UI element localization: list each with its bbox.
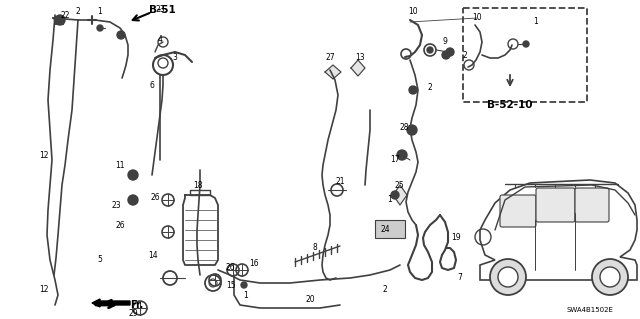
Text: 1: 1: [388, 196, 392, 204]
Text: 21: 21: [335, 177, 345, 187]
Circle shape: [446, 48, 454, 56]
Circle shape: [128, 170, 138, 180]
Text: 1: 1: [244, 292, 248, 300]
Text: 2: 2: [383, 286, 387, 294]
FancyBboxPatch shape: [575, 188, 609, 222]
Text: 19: 19: [451, 234, 461, 242]
Circle shape: [490, 259, 526, 295]
Text: 26: 26: [115, 220, 125, 229]
Text: Fr.: Fr.: [130, 300, 143, 310]
Circle shape: [397, 150, 407, 160]
FancyBboxPatch shape: [500, 195, 536, 227]
Polygon shape: [351, 60, 365, 76]
Text: 26: 26: [225, 263, 235, 272]
Circle shape: [523, 41, 529, 47]
Text: B-52-10: B-52-10: [487, 100, 532, 110]
Text: 23: 23: [155, 5, 165, 14]
Circle shape: [97, 25, 103, 31]
Text: 6: 6: [150, 80, 154, 90]
Circle shape: [241, 282, 247, 288]
Circle shape: [391, 191, 399, 199]
Circle shape: [117, 31, 125, 39]
Text: 26: 26: [150, 194, 160, 203]
Text: 5: 5: [97, 256, 102, 264]
Text: 2: 2: [463, 50, 467, 60]
Text: 23: 23: [111, 201, 121, 210]
Circle shape: [442, 51, 450, 59]
Text: 1: 1: [98, 8, 102, 17]
Circle shape: [55, 15, 65, 25]
Circle shape: [407, 125, 417, 135]
Text: 8: 8: [312, 243, 317, 253]
Circle shape: [498, 267, 518, 287]
Text: 29: 29: [128, 308, 138, 317]
Text: 27: 27: [325, 54, 335, 63]
Text: 15: 15: [226, 281, 236, 291]
Text: 24: 24: [380, 226, 390, 234]
Text: 20: 20: [305, 295, 315, 305]
Text: 7: 7: [458, 273, 463, 283]
Circle shape: [592, 259, 628, 295]
Circle shape: [409, 86, 417, 94]
Text: 17: 17: [390, 155, 400, 165]
Text: 9: 9: [443, 38, 447, 47]
Circle shape: [128, 195, 138, 205]
FancyBboxPatch shape: [536, 188, 575, 222]
FancyArrow shape: [92, 299, 130, 307]
Text: 2: 2: [76, 8, 81, 17]
Text: SWA4B1502E: SWA4B1502E: [566, 307, 613, 313]
Text: 18: 18: [193, 181, 203, 189]
Polygon shape: [325, 65, 341, 79]
Circle shape: [600, 267, 620, 287]
Text: 13: 13: [355, 54, 365, 63]
Text: B-51: B-51: [148, 5, 175, 15]
Text: 11: 11: [115, 160, 125, 169]
Text: 16: 16: [249, 258, 259, 268]
Text: 28: 28: [399, 122, 409, 131]
Text: 22: 22: [60, 11, 70, 19]
Text: 14: 14: [148, 250, 158, 259]
Text: 25: 25: [394, 181, 404, 189]
Text: 1: 1: [534, 18, 538, 26]
Text: 4: 4: [157, 35, 163, 44]
Text: 2: 2: [428, 83, 433, 92]
Text: 3: 3: [173, 54, 177, 63]
Polygon shape: [393, 185, 407, 205]
Text: 10: 10: [408, 8, 418, 17]
Text: 12: 12: [39, 151, 49, 160]
Bar: [375, 220, 405, 238]
Circle shape: [427, 47, 433, 53]
Text: 10: 10: [472, 13, 482, 23]
Text: 12: 12: [39, 286, 49, 294]
